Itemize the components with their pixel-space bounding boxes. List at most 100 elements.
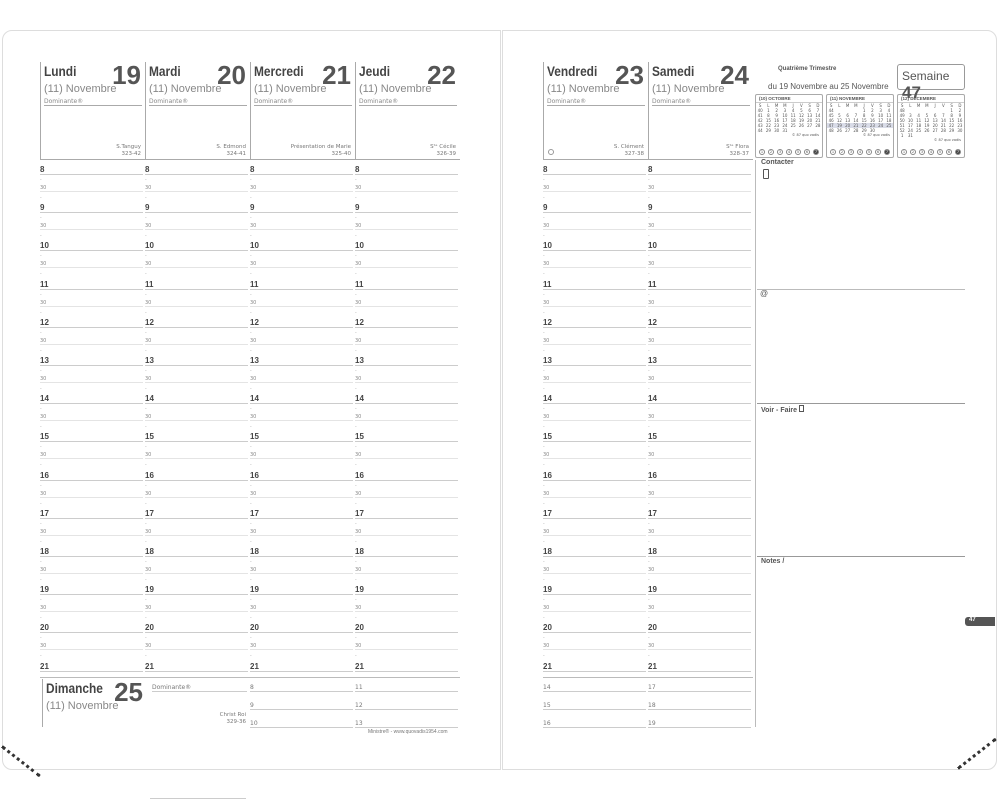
half-hour-label[interactable]: 30 — [648, 452, 751, 460]
hour-row[interactable]: 9 — [355, 203, 458, 214]
calendar-day[interactable]: 19 — [798, 118, 804, 123]
half-hour-label[interactable]: 30 — [250, 414, 353, 422]
half-hour-label[interactable]: 30 — [355, 376, 458, 383]
calendar-day[interactable]: 27 — [807, 123, 813, 128]
calendar-day[interactable]: 26 — [924, 128, 930, 133]
calendar-day[interactable]: 30 — [957, 128, 963, 133]
half-hour-label[interactable]: 30 — [648, 223, 751, 231]
hour-row[interactable]: 21 — [543, 662, 646, 672]
calendar-day[interactable]: 23 — [957, 123, 963, 128]
half-hour-label[interactable]: 30 — [145, 605, 248, 613]
hour-row[interactable]: 20 — [250, 623, 353, 634]
calendar-day[interactable]: 15 — [949, 118, 955, 123]
hour-row[interactable]: 10 — [250, 241, 353, 252]
hour-row[interactable]: 15 — [355, 432, 458, 443]
hour-row[interactable]: 9 — [250, 203, 353, 214]
calendar-day[interactable]: 25 — [916, 128, 922, 133]
hour-row[interactable]: 18 — [648, 702, 751, 710]
half-hour-label[interactable]: 30 — [543, 300, 646, 307]
calendar-day[interactable]: 14 — [815, 113, 821, 118]
hour-row[interactable]: 10 — [40, 241, 143, 252]
hour-row[interactable]: 18 — [145, 547, 248, 557]
hour-row[interactable]: 15 — [543, 702, 646, 710]
calendar-day[interactable]: 2 — [958, 108, 962, 113]
half-hour-label[interactable]: 30 — [40, 223, 143, 231]
hour-row[interactable]: 21 — [40, 662, 143, 672]
half-hour-label[interactable]: 30 — [648, 567, 751, 574]
calendar-day[interactable]: 3 — [783, 108, 787, 113]
calendar-day[interactable]: 5 — [838, 113, 841, 118]
calendar-day[interactable]: 1 — [950, 108, 953, 113]
calendar-day[interactable]: 9 — [958, 113, 962, 118]
calendar-day[interactable]: 7 — [816, 108, 820, 113]
hour-row[interactable]: 18 — [40, 547, 143, 557]
hour-row[interactable]: 19 — [355, 585, 458, 596]
half-hour-label[interactable]: 30 — [250, 605, 353, 613]
hour-row[interactable]: 12 — [648, 318, 751, 328]
half-hour-label[interactable]: 30 — [355, 185, 458, 192]
calendar-day[interactable]: 26 — [836, 128, 842, 133]
calendar-day[interactable]: 8 — [950, 113, 953, 118]
hour-row[interactable]: 14 — [40, 394, 143, 405]
hour-row[interactable]: 13 — [355, 720, 458, 728]
half-hour-label[interactable]: 30 — [250, 261, 353, 269]
calendar-day[interactable]: 14 — [853, 118, 859, 123]
calendar-day[interactable]: 17 — [907, 123, 913, 128]
calendar-day[interactable]: 6 — [933, 113, 937, 118]
calendar-day[interactable]: 5 — [925, 113, 929, 118]
half-hour-label[interactable]: 30 — [40, 185, 143, 192]
half-hour-label[interactable]: 30 — [145, 491, 248, 498]
calendar-day[interactable]: 10 — [878, 113, 884, 118]
half-hour-label[interactable]: 30 — [648, 338, 751, 345]
hour-row[interactable]: 14 — [648, 394, 751, 405]
hour-row[interactable]: 8 — [648, 165, 751, 175]
hour-row[interactable]: 20 — [145, 623, 248, 634]
calendar-day[interactable]: 2 — [871, 108, 874, 113]
half-hour-label[interactable]: 30 — [355, 223, 458, 231]
calendar-day[interactable]: 1 — [767, 108, 770, 113]
calendar-day[interactable]: 30 — [869, 128, 875, 133]
week-number[interactable]: 48 — [899, 108, 905, 113]
hour-row[interactable]: 15 — [250, 432, 353, 443]
hour-row[interactable]: 8 — [40, 165, 143, 175]
hour-row[interactable]: 12 — [543, 318, 646, 328]
calendar-day[interactable]: 16 — [957, 118, 963, 123]
half-hour-label[interactable]: 30 — [543, 529, 646, 536]
half-hour-label[interactable]: 30 — [543, 223, 646, 231]
calendar-day[interactable]: 13 — [807, 113, 813, 118]
calendar-day[interactable]: 29 — [949, 128, 955, 133]
half-hour-label[interactable]: 30 — [250, 376, 353, 383]
calendar-day[interactable]: 7 — [854, 113, 858, 118]
hour-row[interactable]: 9 — [250, 702, 353, 710]
half-hour-label[interactable]: 30 — [250, 529, 353, 536]
calendar-day[interactable]: 21 — [940, 123, 946, 128]
half-hour-label[interactable]: 30 — [543, 643, 646, 651]
week-number[interactable]: 49 — [899, 113, 905, 118]
calendar-day[interactable]: 8 — [767, 113, 770, 118]
hour-row[interactable]: 15 — [648, 432, 751, 443]
hour-row[interactable]: 20 — [40, 623, 143, 634]
hour-row[interactable]: 8 — [250, 165, 353, 175]
week-number[interactable]: 52 — [899, 128, 905, 133]
week-number[interactable]: 50 — [899, 118, 905, 123]
dominante-field[interactable]: Dominante® — [149, 98, 247, 106]
hour-row[interactable]: 19 — [648, 585, 751, 596]
calendar-day[interactable]: 17 — [782, 118, 788, 123]
calendar-day[interactable]: 4 — [917, 113, 920, 118]
hour-row[interactable]: 16 — [250, 471, 353, 481]
hour-row[interactable]: 18 — [648, 547, 751, 557]
hour-row[interactable]: 13 — [648, 356, 751, 366]
calendar-day[interactable]: 22 — [860, 123, 869, 128]
hour-row[interactable]: 12 — [355, 702, 458, 710]
calendar-day[interactable]: 12 — [924, 118, 930, 123]
half-hour-label[interactable]: 30 — [648, 185, 751, 192]
hour-row[interactable]: 11 — [250, 280, 353, 290]
calendar-day[interactable]: 23 — [774, 123, 780, 128]
half-hour-label[interactable]: 30 — [250, 223, 353, 231]
half-hour-label[interactable]: 30 — [648, 261, 751, 269]
calendar-day[interactable]: 18 — [886, 118, 892, 123]
dominante-field[interactable]: Dominante® — [152, 684, 247, 692]
calendar-day[interactable]: 14 — [940, 118, 946, 123]
hour-row[interactable]: 17 — [40, 509, 143, 519]
calendar-day[interactable]: 3 — [879, 108, 882, 113]
